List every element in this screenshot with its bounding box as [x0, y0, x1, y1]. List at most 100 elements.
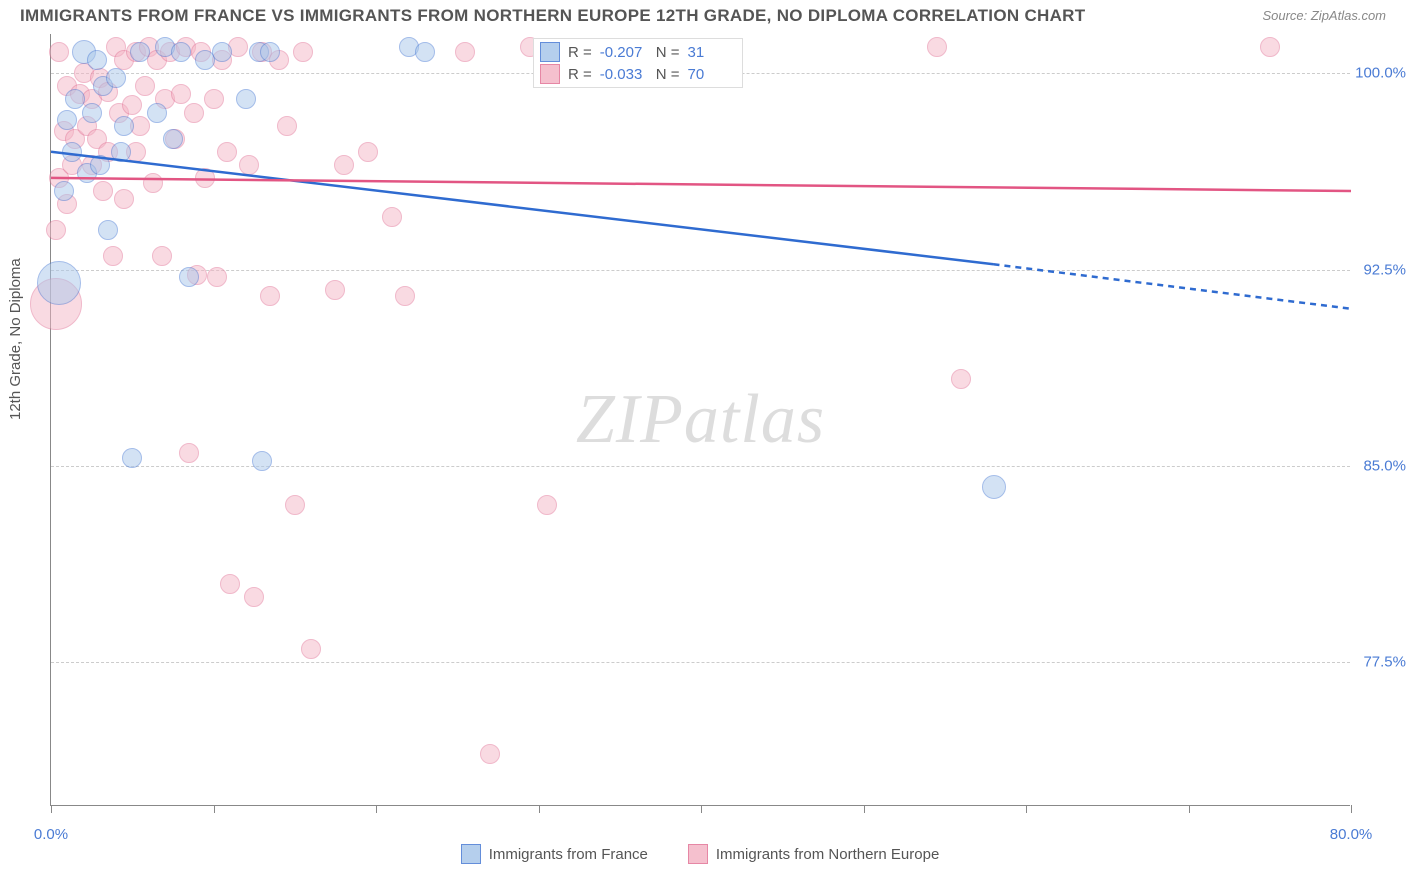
data-point: [152, 246, 172, 266]
data-point: [334, 155, 354, 175]
ytick-label: 77.5%: [1363, 654, 1406, 671]
legend-n-label: N =: [656, 66, 680, 83]
data-point: [114, 189, 134, 209]
plot-area: ZIPatlas R = -0.207 N = 31 R = -0.033 N …: [50, 34, 1350, 806]
bottom-legend-neurope-label: Immigrants from Northern Europe: [716, 846, 939, 863]
xtick: [1351, 805, 1352, 813]
data-point: [163, 129, 183, 149]
legend-r-label: R =: [568, 66, 592, 83]
data-point: [293, 42, 313, 62]
data-point: [239, 155, 259, 175]
data-point: [179, 443, 199, 463]
data-point: [244, 587, 264, 607]
swatch-france: [540, 42, 560, 62]
data-point: [179, 267, 199, 287]
swatch-neurope-icon: [688, 844, 708, 864]
data-point: [49, 42, 69, 62]
xtick-label: 0.0%: [34, 826, 68, 843]
swatch-france-icon: [461, 844, 481, 864]
chart-title: IMMIGRANTS FROM FRANCE VS IMMIGRANTS FRO…: [20, 6, 1085, 26]
data-point: [236, 89, 256, 109]
data-point: [207, 267, 227, 287]
data-point: [252, 451, 272, 471]
data-point: [46, 220, 66, 240]
y-axis-label: 12th Grade, No Diploma: [7, 258, 24, 420]
data-point: [87, 50, 107, 70]
data-point: [135, 76, 155, 96]
data-point: [122, 95, 142, 115]
data-point: [982, 475, 1006, 499]
gridline: [51, 270, 1350, 271]
data-point: [54, 181, 74, 201]
xtick: [1026, 805, 1027, 813]
xtick-label: 80.0%: [1330, 826, 1373, 843]
data-point: [220, 574, 240, 594]
bottom-legend-france: Immigrants from France: [461, 844, 648, 864]
data-point: [260, 42, 280, 62]
data-point: [103, 246, 123, 266]
legend-n-label: N =: [656, 44, 680, 61]
data-point: [212, 42, 232, 62]
data-point: [147, 103, 167, 123]
bottom-legend: Immigrants from France Immigrants from N…: [50, 844, 1350, 864]
legend-box: R = -0.207 N = 31 R = -0.033 N = 70: [533, 38, 743, 88]
data-point: [951, 369, 971, 389]
data-point: [277, 116, 297, 136]
data-point: [106, 68, 126, 88]
data-point: [171, 84, 191, 104]
data-point: [927, 37, 947, 57]
legend-r-france: -0.207: [600, 44, 648, 61]
data-point: [1260, 37, 1280, 57]
data-point: [195, 168, 215, 188]
data-point: [480, 744, 500, 764]
data-point: [93, 181, 113, 201]
data-point: [57, 110, 77, 130]
data-point: [358, 142, 378, 162]
gridline: [51, 466, 1350, 467]
data-point: [62, 142, 82, 162]
xtick: [214, 805, 215, 813]
xtick: [539, 805, 540, 813]
data-point: [204, 89, 224, 109]
ytick-label: 100.0%: [1355, 65, 1406, 82]
watermark: ZIPatlas: [576, 380, 825, 460]
data-point: [415, 42, 435, 62]
data-point: [395, 286, 415, 306]
legend-row-neurope: R = -0.033 N = 70: [540, 63, 736, 85]
data-point: [143, 173, 163, 193]
ytick-label: 85.0%: [1363, 457, 1406, 474]
xtick: [1189, 805, 1190, 813]
gridline: [51, 662, 1350, 663]
data-point: [301, 639, 321, 659]
legend-n-france: 31: [688, 44, 736, 61]
legend-r-label: R =: [568, 44, 592, 61]
xtick: [864, 805, 865, 813]
xtick: [376, 805, 377, 813]
legend-r-neurope: -0.033: [600, 66, 648, 83]
data-point: [82, 103, 102, 123]
data-point: [37, 261, 81, 305]
ytick-label: 92.5%: [1363, 261, 1406, 278]
xtick: [51, 805, 52, 813]
data-point: [111, 142, 131, 162]
legend-n-neurope: 70: [688, 66, 736, 83]
data-point: [325, 280, 345, 300]
data-point: [98, 220, 118, 240]
bottom-legend-france-label: Immigrants from France: [489, 846, 648, 863]
legend-row-france: R = -0.207 N = 31: [540, 41, 736, 63]
trend-lines: [51, 34, 1351, 806]
data-point: [537, 495, 557, 515]
data-point: [260, 286, 280, 306]
data-point: [90, 155, 110, 175]
data-point: [122, 448, 142, 468]
xtick: [701, 805, 702, 813]
data-point: [217, 142, 237, 162]
data-point: [171, 42, 191, 62]
data-point: [285, 495, 305, 515]
data-point: [455, 42, 475, 62]
data-point: [184, 103, 204, 123]
data-point: [130, 42, 150, 62]
data-point: [382, 207, 402, 227]
data-point: [114, 116, 134, 136]
swatch-neurope: [540, 64, 560, 84]
